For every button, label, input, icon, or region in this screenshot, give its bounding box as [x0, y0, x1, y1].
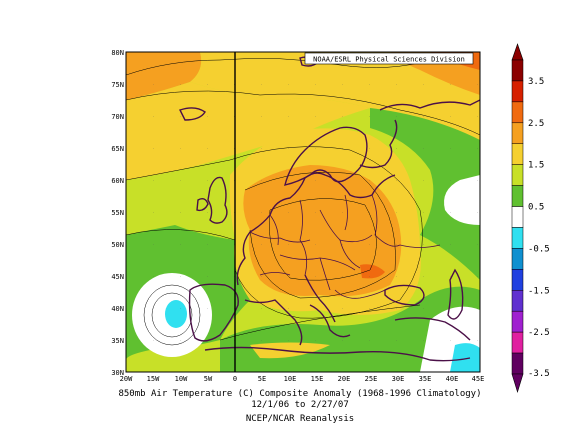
colorbar-arrow-top — [511, 43, 524, 61]
lon-label: 10E — [284, 375, 297, 383]
colorbar-swatch — [511, 227, 524, 249]
lon-label: 20E — [338, 375, 351, 383]
lat-label: 60N — [111, 177, 124, 185]
caption-line1: 850mb Air Temperature (C) Composite Anom… — [118, 389, 481, 399]
lat-label: 75N — [111, 81, 124, 89]
lon-label: 30E — [392, 375, 405, 383]
lon-label: 25E — [365, 375, 378, 383]
colorbar-swatch — [511, 310, 524, 333]
caption-line3: NCEP/NCAR Reanalysis — [246, 414, 354, 424]
colorbar-swatch — [511, 290, 524, 312]
lat-label: 45N — [111, 273, 124, 281]
colorbar: 3.5 2.5 1.5 0.5 -0.5 -1.5 -2.5 -3.5 — [511, 43, 550, 394]
credit-box — [304, 52, 474, 65]
colorbar-arrow-bottom — [511, 373, 524, 394]
lon-label: 15E — [311, 375, 324, 383]
colorbar-swatch — [511, 248, 524, 270]
colorbar-swatch — [511, 331, 524, 354]
lat-label: 35N — [111, 337, 124, 345]
lon-label: 5W — [204, 375, 213, 383]
colorbar-label: 2.5 — [528, 119, 544, 129]
lat-label: 55N — [111, 209, 124, 217]
colorbar-swatch — [511, 80, 524, 103]
colorbar-label: -0.5 — [528, 244, 550, 254]
lat-label: 65N — [111, 145, 124, 153]
colorbar-swatch — [511, 164, 524, 186]
colorbar-swatch — [511, 143, 524, 165]
plot-frame — [125, 51, 481, 373]
colorbar-swatch — [511, 185, 524, 207]
colorbar-swatch — [511, 352, 524, 375]
colorbar-swatch — [511, 122, 524, 144]
caption-line2: 12/1/06 to 2/27/07 — [251, 400, 349, 410]
lon-label: 35E — [419, 375, 432, 383]
lat-label: 30N — [111, 369, 124, 377]
lat-label: 40N — [111, 305, 124, 313]
colorbar-swatch — [511, 269, 524, 291]
lat-label: 80N — [111, 49, 124, 57]
colorbar-label: 1.5 — [528, 161, 544, 171]
lon-label: 0 — [233, 375, 237, 383]
credit-text: NOAA/ESRL Physical Sciences Division — [313, 56, 465, 64]
colorbar-swatch — [511, 59, 524, 82]
colorbar-label: -2.5 — [528, 328, 550, 338]
colorbar-swatch — [511, 101, 524, 124]
colorbar-label: 3.5 — [528, 77, 544, 87]
lon-labels: 20W 15W 10W 5W 0 5E 10E 15E 20E 25E 30E … — [120, 375, 485, 383]
lat-label: 50N — [111, 241, 124, 249]
colorbar-label: -3.5 — [528, 369, 550, 379]
lat-label: 70N — [111, 113, 124, 121]
lon-label: 5E — [258, 375, 266, 383]
coastlines — [179, 56, 480, 362]
colorbar-label: 0.5 — [528, 203, 544, 213]
lat-labels: 80N 75N 70N 65N 60N 55N 50N 45N 40N 35N … — [111, 49, 124, 377]
lon-label: 15W — [147, 375, 160, 383]
grid-dots — [126, 52, 480, 372]
lon-label: 10W — [175, 375, 188, 383]
country-borders — [249, 194, 441, 299]
colorbar-label: -1.5 — [528, 286, 550, 296]
colorbar-swatch — [511, 206, 524, 228]
lon-label: 20W — [120, 375, 133, 383]
lon-label: 45E — [472, 375, 485, 383]
lon-label: 40E — [446, 375, 459, 383]
